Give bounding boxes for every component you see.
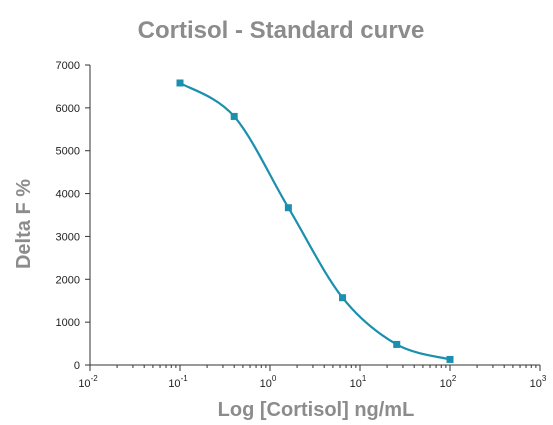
x-tick-base: 10 bbox=[440, 378, 452, 390]
data-point bbox=[446, 355, 454, 363]
x-tick-label: 100 bbox=[260, 374, 277, 390]
x-tick-label: 10-2 bbox=[78, 374, 98, 390]
fit-curve-group bbox=[179, 82, 451, 361]
y-tick-label: 4000 bbox=[56, 189, 80, 201]
y-axis-label: Delta F % bbox=[13, 179, 35, 269]
y-tick-label: 2000 bbox=[56, 274, 80, 286]
x-tick-label: 102 bbox=[440, 374, 457, 390]
x-tick-exponent: 3 bbox=[542, 374, 547, 383]
x-tick-base: 10 bbox=[168, 378, 180, 390]
y-tick-label: 5000 bbox=[56, 146, 80, 158]
x-tick-base: 10 bbox=[350, 378, 362, 390]
x-tick-label: 103 bbox=[530, 374, 547, 390]
data-point bbox=[339, 294, 347, 302]
x-tick-exponent: -1 bbox=[181, 374, 189, 383]
data-point bbox=[393, 340, 401, 348]
data-points-group bbox=[176, 79, 454, 363]
data-point bbox=[230, 112, 238, 120]
x-tick-exponent: 1 bbox=[362, 374, 367, 383]
x-tick-exponent: -2 bbox=[91, 374, 99, 383]
x-tick-exponent: 0 bbox=[272, 374, 277, 383]
data-point bbox=[284, 204, 292, 212]
y-tick-label: 6000 bbox=[56, 103, 80, 115]
y-tick-label: 0 bbox=[74, 360, 80, 372]
x-tick-base: 10 bbox=[78, 378, 90, 390]
x-tick-base: 10 bbox=[260, 378, 272, 390]
chart-title: Cortisol - Standard curve bbox=[138, 17, 425, 44]
y-tick-label: 1000 bbox=[56, 317, 80, 329]
fit-curve-line bbox=[179, 82, 451, 361]
x-tick-exponent: 2 bbox=[452, 374, 457, 383]
x-tick-label: 10-1 bbox=[168, 374, 188, 390]
x-tick-label: 101 bbox=[350, 374, 367, 390]
x-axis-label: Log [Cortisol] ng/mL bbox=[218, 399, 415, 421]
y-tick-label: 7000 bbox=[56, 60, 80, 72]
y-tick-label: 3000 bbox=[56, 231, 80, 243]
x-tick-base: 10 bbox=[530, 378, 542, 390]
data-point bbox=[176, 79, 184, 87]
